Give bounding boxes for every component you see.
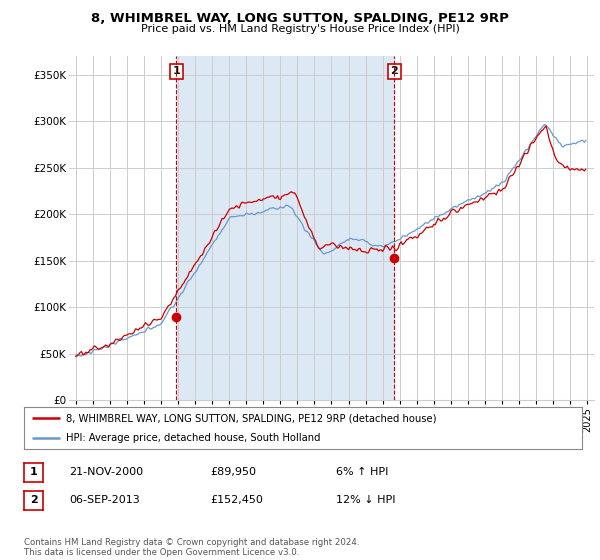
- Text: Price paid vs. HM Land Registry's House Price Index (HPI): Price paid vs. HM Land Registry's House …: [140, 24, 460, 34]
- Text: 06-SEP-2013: 06-SEP-2013: [69, 495, 140, 505]
- Text: 8, WHIMBREL WAY, LONG SUTTON, SPALDING, PE12 9RP (detached house): 8, WHIMBREL WAY, LONG SUTTON, SPALDING, …: [66, 413, 436, 423]
- Text: £89,950: £89,950: [210, 467, 256, 477]
- Text: 1: 1: [172, 66, 180, 76]
- Text: HPI: Average price, detached house, South Holland: HPI: Average price, detached house, Sout…: [66, 433, 320, 443]
- Text: 2: 2: [30, 496, 37, 505]
- Text: 1: 1: [30, 468, 37, 477]
- Text: 8, WHIMBREL WAY, LONG SUTTON, SPALDING, PE12 9RP: 8, WHIMBREL WAY, LONG SUTTON, SPALDING, …: [91, 12, 509, 25]
- Text: 21-NOV-2000: 21-NOV-2000: [69, 467, 143, 477]
- Text: 6% ↑ HPI: 6% ↑ HPI: [336, 467, 388, 477]
- Bar: [176, 56, 394, 400]
- Text: £152,450: £152,450: [210, 495, 263, 505]
- Text: Contains HM Land Registry data © Crown copyright and database right 2024.
This d: Contains HM Land Registry data © Crown c…: [24, 538, 359, 557]
- Text: 12% ↓ HPI: 12% ↓ HPI: [336, 495, 395, 505]
- Text: 2: 2: [391, 66, 398, 76]
